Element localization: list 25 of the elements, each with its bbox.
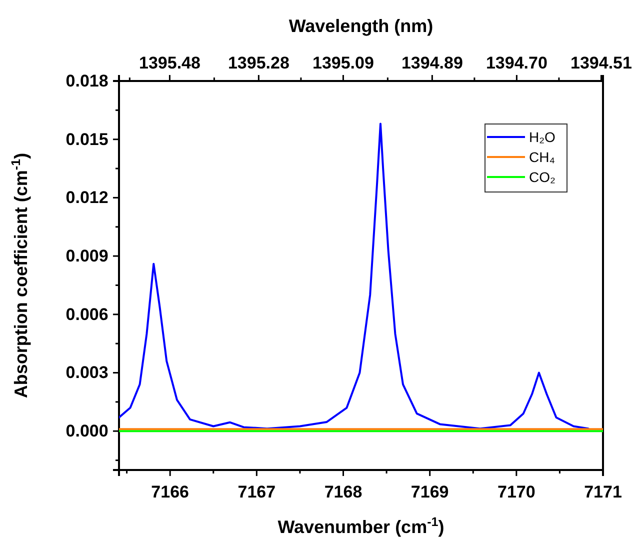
x2-tick-label: 1395.28 bbox=[228, 54, 290, 73]
x-tick-label: 7167 bbox=[238, 482, 276, 502]
x2-tick-label: 1395.09 bbox=[312, 54, 374, 73]
x2-tick-label: 1394.89 bbox=[401, 54, 463, 73]
x2-axis-title: Wavelength (nm) bbox=[288, 16, 434, 36]
x-axis-title: Wavenumber (cm$^{-1}$) bbox=[278, 515, 444, 537]
x-tick-label: 7171 bbox=[584, 482, 622, 502]
x-tick-label: 7166 bbox=[151, 482, 189, 502]
legend-label: CO₂ bbox=[529, 169, 556, 185]
y-tick-label: 0.003 bbox=[66, 363, 108, 382]
x-tick-label: 7168 bbox=[324, 482, 362, 502]
y-tick-label: 0.000 bbox=[66, 422, 108, 441]
x2-tick-label: 1394.70 bbox=[486, 54, 548, 73]
y-tick-label: 0.015 bbox=[66, 130, 108, 149]
x2-tick-label: 1394.51 bbox=[570, 54, 632, 73]
x2-tick-label: 1395.48 bbox=[138, 54, 200, 73]
y-tick-label: 0.006 bbox=[66, 304, 108, 324]
y-tick-label: 0.018 bbox=[66, 71, 108, 90]
legend-label: CH₄ bbox=[529, 149, 556, 165]
line-series bbox=[119, 122, 590, 430]
x-tick-label: 7169 bbox=[410, 482, 449, 502]
y-tick-label: 0.009 bbox=[66, 246, 108, 266]
y-tick-label: 0.012 bbox=[66, 188, 108, 208]
x-tick-label: 7170 bbox=[498, 482, 536, 502]
legend-label: H₂O bbox=[529, 129, 556, 145]
